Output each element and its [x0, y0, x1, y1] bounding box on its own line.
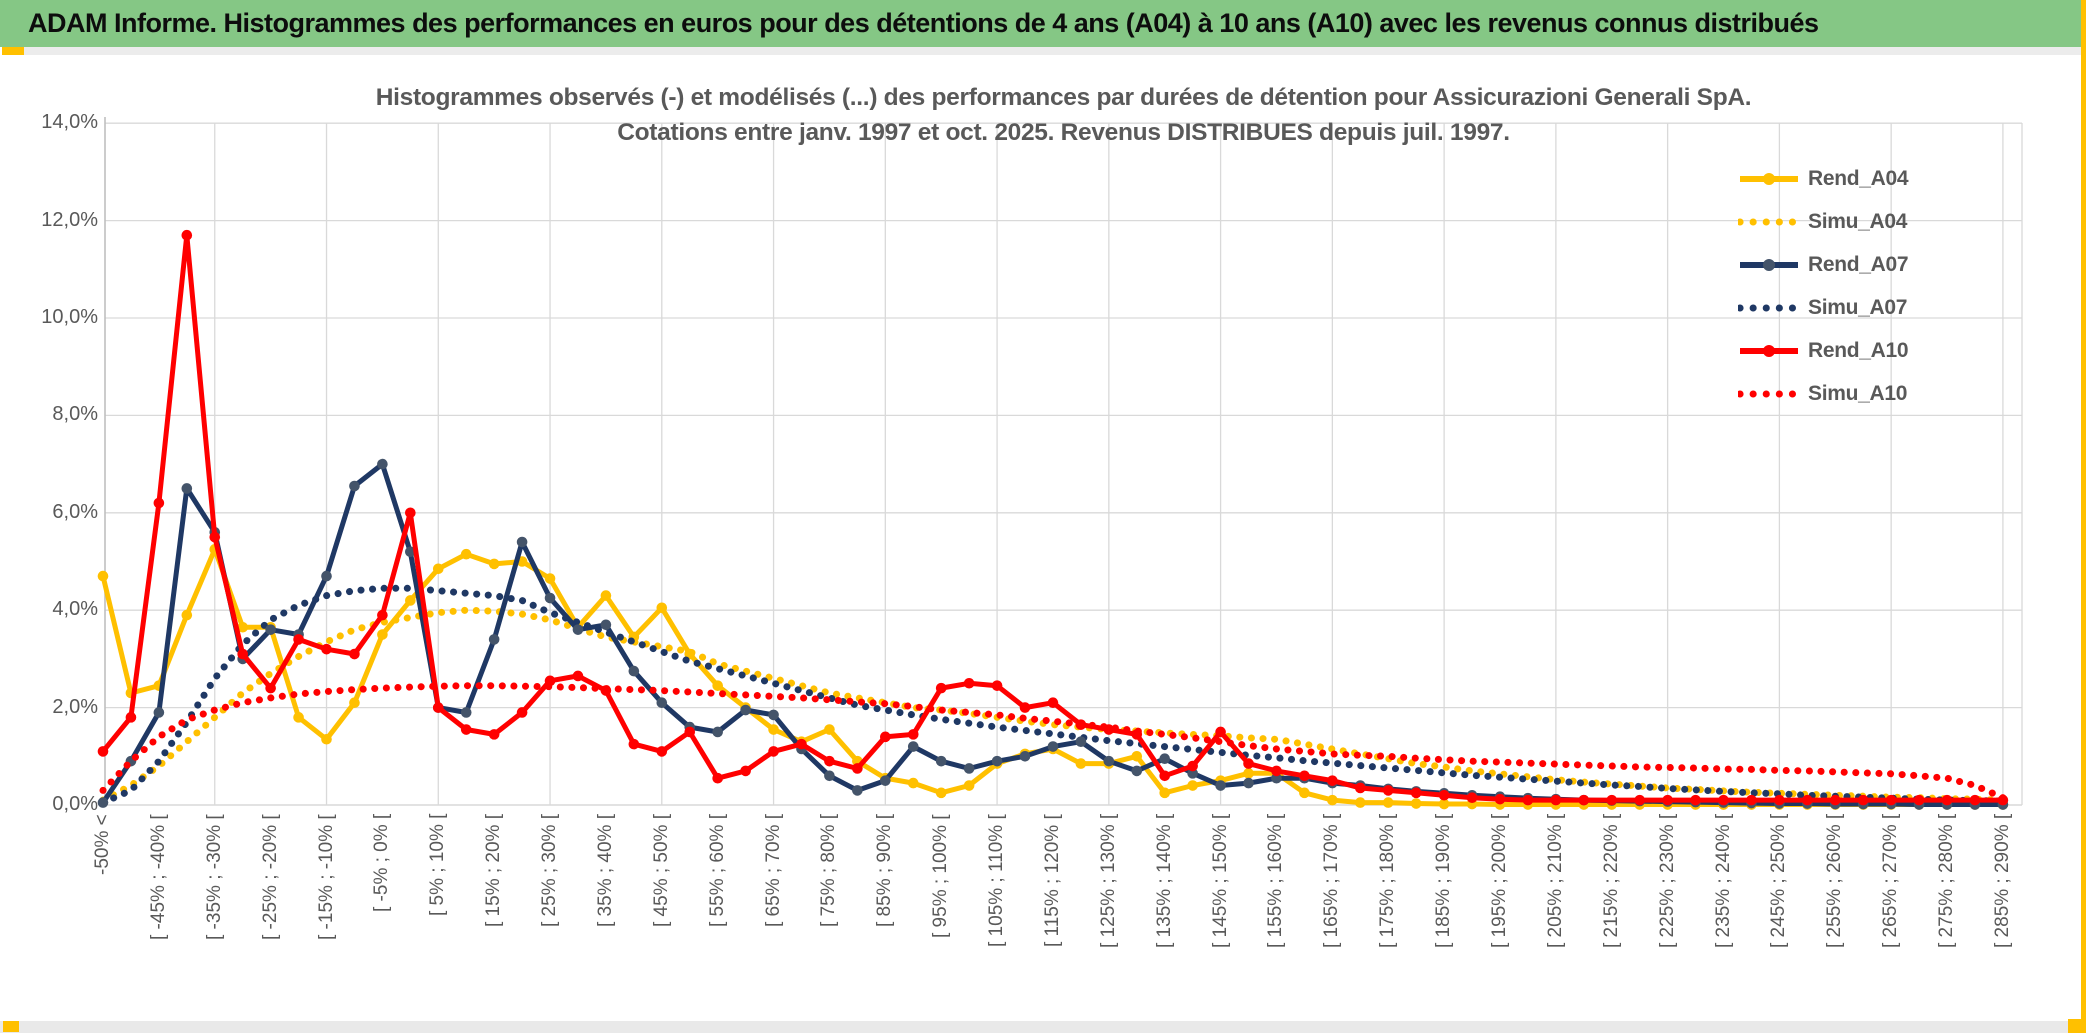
x-tick-label: [ 75% ; 80% [	[818, 814, 840, 928]
page-title: ADAM Informe. Histogrammes des performan…	[28, 8, 1819, 38]
x-tick-label: [ -5% ; 0% [	[371, 814, 393, 913]
x-tick-label: [ 225% ; 230% [	[1656, 814, 1678, 949]
x-tick-label: [ 195% ; 200% [	[1489, 814, 1510, 949]
x-tick-label: [ 15% ; 20% [	[483, 814, 505, 928]
legend-label: Rend_A07	[1808, 252, 1909, 276]
x-tick-label: [ 255% ; 260% [	[1824, 814, 1846, 949]
x-tick-label: [ -45% ; -40% [	[147, 814, 169, 940]
legend-dotted-line-icon	[1736, 215, 1802, 229]
x-tick-label: [ 205% ; 210% [	[1544, 814, 1566, 949]
x-tick-label: [ 215% ; 220% [	[1600, 814, 1622, 949]
y-tick-label: 10,0%	[41, 306, 98, 328]
legend-label: Rend_A04	[1808, 166, 1909, 190]
x-tick-label: [ 265% ; 270% [	[1880, 814, 1902, 949]
legend-item-rend_a04: Rend_A04	[1738, 157, 2028, 200]
chart-title-line1: Histogrammes observés (-) et modélisés (…	[375, 84, 1752, 111]
legend-item-simu_a04: Simu_A04	[1736, 200, 2028, 243]
x-tick-label: [ 235% ; 240% [	[1712, 814, 1734, 949]
legend-item-simu_a10: Simu_A10	[1736, 372, 2028, 415]
header-underline	[24, 47, 2081, 55]
legend-item-rend_a07: Rend_A07	[1738, 243, 2028, 286]
x-tick-label: [ 165% ; 170% [	[1321, 814, 1343, 949]
legend-item-rend_a10: Rend_A10	[1738, 329, 2028, 372]
chart-title: Histogrammes observés (-) et modélisés (…	[105, 80, 2022, 150]
x-tick-label: [ 25% ; 30% [	[539, 814, 561, 928]
x-tick-label: [ 175% ; 180% [	[1377, 814, 1399, 949]
x-tick-label: [ 125% ; 130% [	[1097, 814, 1119, 949]
chart-title-line2: Cotations entre janv. 1997 et oct. 2025.…	[617, 119, 1510, 146]
y-tick-label: 14,0%	[41, 111, 98, 134]
header-bar: ADAM Informe. Histogrammes des performan…	[0, 0, 2081, 47]
x-tick-label: [ 105% ; 110% [	[986, 814, 1008, 947]
x-tick-label: [ -25% ; -20% [	[259, 814, 281, 940]
x-tick-label: [ 45% ; 50% [	[650, 814, 672, 928]
x-tick-label: [ 155% ; 160% [	[1265, 814, 1287, 949]
x-tick-label: [ 145% ; 150% [	[1209, 814, 1231, 949]
x-tick-label: [ 5% ; 10% [	[427, 814, 449, 917]
gold-accent-bottom-left	[3, 1021, 19, 1032]
gold-accent-top-left	[2, 47, 24, 55]
x-tick-label: [ 85% ; 90% [	[874, 814, 896, 928]
y-tick-label: 0,0%	[52, 793, 98, 815]
x-tick-label: [ 35% ; 40% [	[594, 814, 616, 928]
gold-accent-bottom-right	[2068, 1019, 2086, 1033]
legend: Rend_A04 Simu_A04 Rend_A07 Simu_A07 Rend_A10…	[1736, 157, 2028, 415]
legend-line-icon	[1738, 172, 1800, 186]
x-tick-label: [ 275% ; 280% [	[1936, 814, 1958, 949]
legend-line-icon	[1738, 344, 1800, 358]
x-tick-label: [ 55% ; 60% [	[706, 814, 728, 928]
legend-dotted-line-icon	[1736, 387, 1802, 401]
legend-label: Simu_A10	[1808, 381, 1908, 405]
y-tick-label: 12,0%	[41, 208, 98, 231]
x-tick-label: [ 185% ; 190% [	[1433, 814, 1455, 949]
x-tick-label: [ 245% ; 250% [	[1768, 814, 1790, 949]
x-tick-label: [ 95% ; 100% [	[930, 814, 952, 938]
legend-item-simu_a07: Simu_A07	[1736, 286, 2028, 329]
y-tick-label: 2,0%	[52, 695, 98, 718]
y-tick-label: 4,0%	[52, 598, 98, 621]
x-tick-label: [ -35% ; -30% [	[203, 814, 225, 940]
legend-dotted-line-icon	[1736, 301, 1802, 315]
y-tick-label: 8,0%	[52, 403, 98, 426]
legend-label: Simu_A07	[1808, 295, 1908, 319]
x-tick-label: [ 115% ; 120% [	[1041, 814, 1063, 947]
legend-line-icon	[1738, 258, 1800, 272]
x-tick-label: [ 65% ; 70% [	[762, 814, 784, 928]
x-tick-label: [ -15% ; -10% [	[315, 814, 337, 940]
x-tick-label: -50% <	[92, 814, 113, 875]
x-tick-label: [ 285% ; 290% [	[1991, 814, 2013, 949]
x-tick-label: [ 135% ; 140% [	[1153, 814, 1175, 949]
y-tick-label: 6,0%	[52, 500, 98, 523]
legend-label: Rend_A10	[1808, 338, 1909, 362]
gold-right-border	[2081, 0, 2086, 1033]
bottom-strip	[0, 1021, 2081, 1033]
legend-label: Simu_A04	[1808, 209, 1908, 233]
